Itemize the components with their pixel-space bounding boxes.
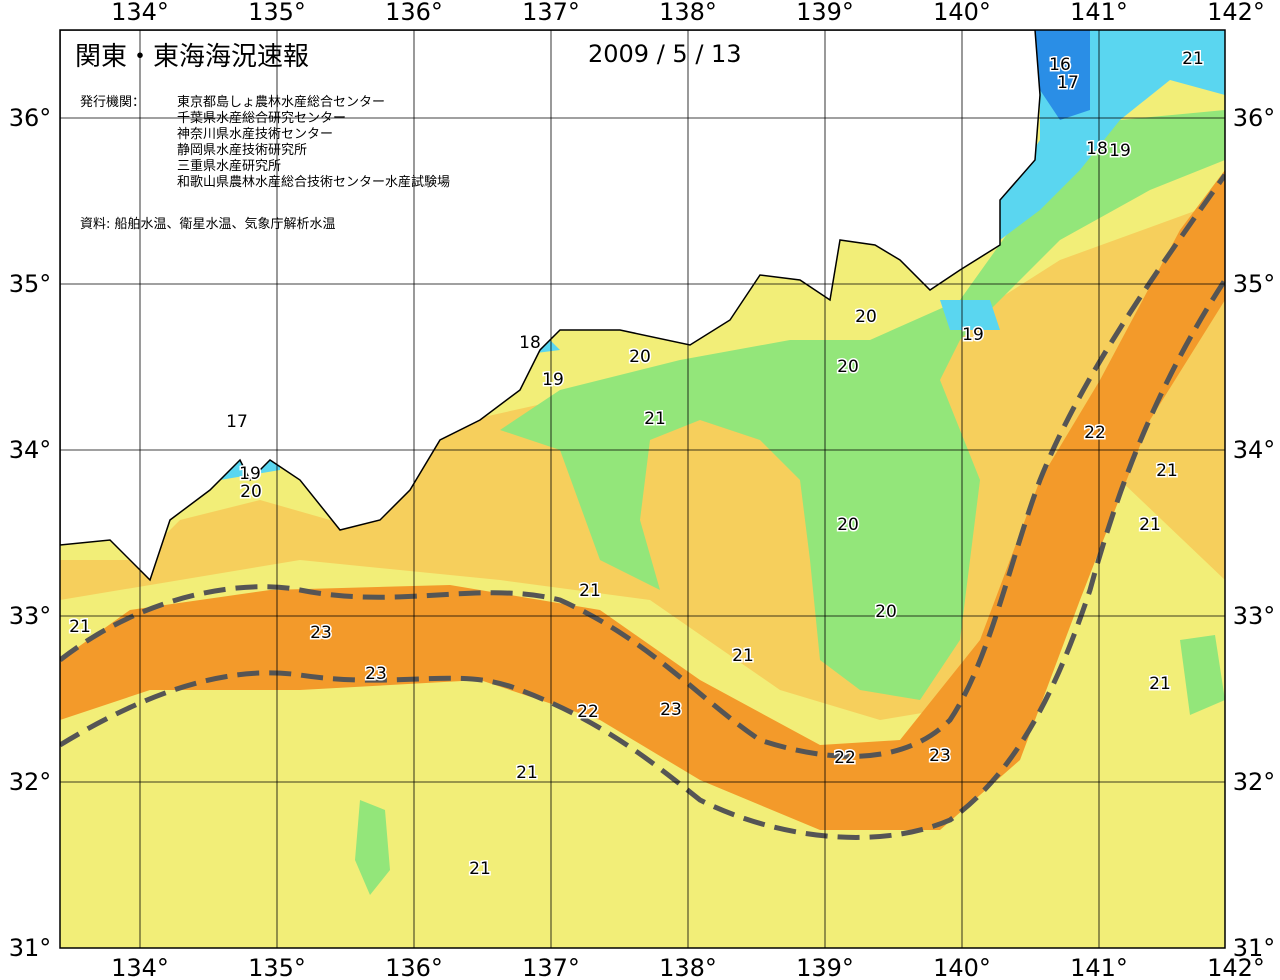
longitude-label: 138° — [659, 954, 717, 980]
issuer: 三重県水産研究所 — [177, 158, 281, 174]
issuer: 千葉県水産総合研究センター — [177, 110, 346, 126]
contour-label: 23 — [660, 700, 682, 720]
latitude-label: 33° — [1233, 602, 1276, 630]
contour-label: 21 — [732, 646, 754, 666]
latitude-label: 32° — [9, 768, 52, 796]
latitude-label: 35° — [1233, 270, 1276, 298]
contour-label: 19 — [1109, 141, 1131, 161]
longitude-label: 136° — [385, 954, 443, 980]
contour-label: 21 — [1156, 461, 1178, 481]
kuroshio-axis — [60, 173, 1225, 759]
longitude-label: 137° — [522, 0, 580, 26]
contour-label: 18 — [1086, 139, 1108, 159]
contour-label: 22 — [1084, 423, 1106, 443]
contour-label: 21 — [1139, 515, 1161, 535]
cool-zone — [500, 110, 1225, 700]
map-title: 関東・東海海況速報 — [75, 42, 309, 72]
map-area — [60, 30, 1225, 948]
contour-label: 19 — [239, 464, 261, 484]
contour-label: 20 — [629, 347, 651, 367]
longitude-label: 139° — [796, 954, 854, 980]
contour-label: 21 — [469, 859, 491, 879]
contour-label: 21 — [644, 409, 666, 429]
contour-label: 19 — [962, 325, 984, 345]
contour-label: 21 — [579, 581, 601, 601]
contour-label: 18 — [519, 333, 541, 353]
map-date: 2009 / 5 / 13 — [588, 40, 742, 68]
longitude-label: 134° — [111, 954, 169, 980]
contour-label: 17 — [226, 412, 248, 432]
contour-label: 20 — [837, 357, 859, 377]
latitude-label: 34° — [1233, 436, 1276, 464]
longitude-label: 138° — [659, 0, 717, 26]
issuer-list: 東京都島しょ農林水産総合センター千葉県水産総合研究センター神奈川県水産技術センタ… — [177, 94, 450, 190]
issuer-label: 発行機関： — [80, 95, 145, 110]
longitude-label: 141° — [1070, 954, 1128, 980]
latitude-label: 35° — [9, 270, 52, 298]
longitude-label: 137° — [522, 954, 580, 980]
longitude-label: 140° — [933, 954, 991, 980]
contour-label: 23 — [310, 623, 332, 643]
contour-label: 16 — [1049, 55, 1071, 75]
latitude-label: 33° — [9, 602, 52, 630]
contour-label: 20 — [875, 602, 897, 622]
contour-label: 19 — [542, 370, 564, 390]
contour-label: 21 — [1182, 49, 1204, 69]
contour-label: 22 — [577, 702, 599, 722]
cold-core — [1032, 30, 1090, 120]
map-frame — [59, 29, 1226, 949]
kuroshio-band — [60, 170, 1225, 830]
latitude-label: 31° — [9, 934, 52, 962]
latitude-label: 36° — [9, 104, 52, 132]
contour-label: 23 — [365, 664, 387, 684]
longitude-label: 142° — [1207, 0, 1265, 26]
latitude-label: 36° — [1233, 104, 1276, 132]
contour-label: 20 — [240, 482, 262, 502]
longitude-label: 142° — [1207, 954, 1265, 980]
land — [60, 30, 1041, 582]
contour-label: 23 — [929, 746, 951, 766]
issuer: 東京都島しょ農林水産総合センター — [177, 94, 385, 110]
longitude-label: 140° — [933, 0, 991, 26]
longitude-label: 134° — [111, 0, 169, 26]
contour-label: 20 — [837, 515, 859, 535]
longitude-label: 135° — [248, 954, 306, 980]
source-note: 資料: 船舶水温、衛星水温、気象庁解析水温 — [80, 216, 336, 232]
contour-label: 21 — [69, 617, 91, 637]
contour-label: 21 — [1149, 674, 1171, 694]
longitude-label: 141° — [1070, 0, 1128, 26]
latitude-label: 31° — [1233, 934, 1276, 962]
latitude-label: 32° — [1233, 768, 1276, 796]
longitude-label: 139° — [796, 0, 854, 26]
latitude-label: 34° — [9, 436, 52, 464]
contour-label: 21 — [516, 763, 538, 783]
longitude-label: 135° — [248, 0, 306, 26]
issuer: 神奈川県水産技術センター — [177, 126, 333, 142]
kuroshio-edge — [60, 278, 1225, 840]
longitude-label: 136° — [385, 0, 443, 26]
contour-label: 17 — [1057, 73, 1079, 93]
labels: 134° 134° 135° 135° 136° 136° 137° 137° 138° 138°… — [9, 0, 1276, 980]
issuer: 静岡県水産技術研究所 — [177, 142, 307, 158]
contour-label: 20 — [855, 307, 877, 327]
issuer: 和歌山県農林水産総合技術センター水産試験場 — [177, 174, 450, 190]
graticule — [60, 30, 1225, 948]
contour-label: 22 — [834, 748, 856, 768]
